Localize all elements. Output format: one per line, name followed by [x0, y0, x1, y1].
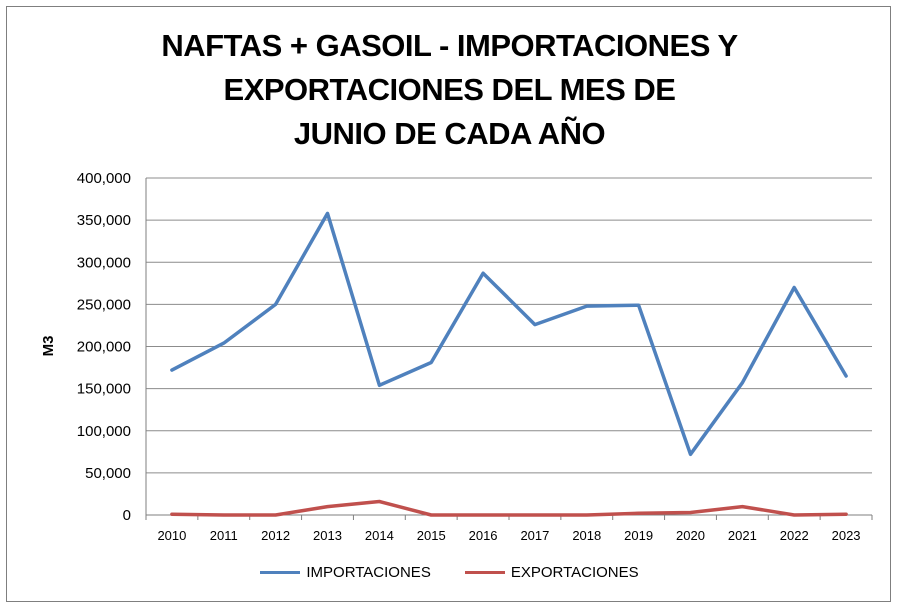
x-tick-label: 2023 — [832, 528, 861, 543]
y-tick-label: 200,000 — [77, 339, 131, 356]
x-tick-label: 2019 — [624, 528, 653, 543]
legend-item-importaciones: IMPORTACIONES — [260, 564, 431, 581]
data-point-importaciones — [275, 303, 277, 305]
series-lines — [170, 211, 848, 517]
data-point-importaciones — [327, 212, 328, 214]
data-point-exportaciones — [275, 514, 277, 516]
data-point-importaciones — [430, 362, 432, 364]
x-axis-ticks: 2010 2011 2012 2013 2014 2015 2016 2017 2018 2019… — [145, 515, 873, 543]
data-point-importaciones — [638, 304, 640, 306]
data-point-exportaciones — [171, 513, 173, 515]
data-point-importaciones — [223, 342, 225, 344]
data-point-exportaciones — [586, 514, 588, 516]
chart-title: NAFTAS + GASOIL - IMPORTACIONES Y EXPORT… — [0, 24, 899, 156]
data-point-importaciones — [534, 324, 536, 326]
data-point-importaciones — [586, 305, 588, 307]
data-point-exportaciones — [690, 511, 691, 513]
x-tick-label: 2016 — [469, 528, 498, 543]
legend-label-exportaciones: EXPORTACIONES — [510, 564, 639, 581]
data-point-exportaciones — [430, 514, 432, 516]
data-point-exportaciones — [793, 514, 795, 516]
y-tick-label: 250,000 — [77, 296, 131, 313]
data-point-exportaciones — [638, 512, 640, 514]
chart-title-line-3: JUNIO DE CADA AÑO — [293, 116, 606, 151]
data-point-exportaciones — [378, 501, 380, 503]
y-tick-label: 300,000 — [77, 254, 131, 271]
x-tick-label: 2021 — [728, 528, 757, 543]
legend-swatch-exportaciones — [464, 571, 505, 574]
x-tick-label: 2013 — [313, 528, 342, 543]
y-tick-label: 400,000 — [77, 170, 131, 187]
y-axis-label: M3 — [40, 336, 57, 357]
y-tick-label: 150,000 — [77, 381, 131, 398]
x-tick-label: 2011 — [210, 528, 238, 543]
legend: IMPORTACIONES EXPORTACIONES — [0, 564, 899, 581]
data-point-exportaciones — [741, 506, 743, 508]
data-point-exportaciones — [845, 513, 847, 515]
data-point-exportaciones — [223, 514, 225, 516]
x-tick-label: 2015 — [417, 528, 446, 543]
data-point-exportaciones — [534, 514, 536, 516]
x-tick-label: 2010 — [157, 528, 186, 543]
y-tick-label: 350,000 — [77, 212, 131, 229]
data-point-importaciones — [741, 382, 743, 384]
y-tick-label: 0 — [123, 507, 131, 524]
chart-title-line-2: EXPORTACIONES DEL MES DE — [223, 72, 676, 107]
x-tick-label: 2022 — [780, 528, 809, 543]
data-point-importaciones — [171, 369, 173, 371]
x-tick-label: 2012 — [261, 528, 290, 543]
data-point-importaciones — [482, 272, 484, 274]
chart-title-line-1: NAFTAS + GASOIL - IMPORTACIONES Y — [161, 28, 738, 63]
series-line-importaciones — [170, 211, 848, 457]
x-tick-label: 2014 — [365, 528, 394, 543]
legend-swatch-importaciones — [260, 571, 301, 574]
data-point-importaciones — [793, 287, 795, 289]
data-point-exportaciones — [327, 506, 328, 508]
gridlines — [145, 177, 872, 520]
legend-item-exportaciones: EXPORTACIONES — [464, 564, 639, 581]
data-point-importaciones — [690, 453, 691, 455]
legend-label-importaciones: IMPORTACIONES — [306, 564, 431, 581]
data-point-importaciones — [378, 384, 380, 386]
x-tick-label: 2020 — [676, 528, 705, 543]
series-line-exportaciones — [170, 499, 848, 517]
y-tick-label: 50,000 — [85, 465, 131, 482]
x-tick-label: 2017 — [520, 528, 549, 543]
data-point-exportaciones — [482, 514, 484, 516]
y-axis-ticks: 400,000 350,000 300,000 250,000 200,000 150,0… — [77, 170, 131, 524]
x-tick-label: 2018 — [572, 528, 601, 543]
y-tick-label: 100,000 — [77, 423, 131, 440]
data-point-importaciones — [845, 375, 847, 377]
